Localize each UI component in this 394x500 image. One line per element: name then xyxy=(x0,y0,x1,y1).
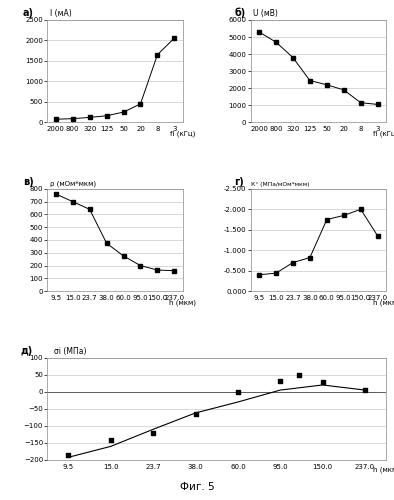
Point xyxy=(65,451,72,459)
Point xyxy=(235,388,241,396)
X-axis label: fi (кГц): fi (кГц) xyxy=(374,130,394,137)
Text: д): д) xyxy=(20,346,32,356)
Point xyxy=(108,436,114,444)
Point xyxy=(150,428,156,436)
Point xyxy=(277,377,283,385)
Point xyxy=(296,370,303,378)
Point xyxy=(320,378,326,386)
X-axis label: fi (кГц): fi (кГц) xyxy=(170,130,195,137)
Point xyxy=(192,410,199,418)
Text: σi (МПа): σi (МПа) xyxy=(54,346,87,356)
X-axis label: h (мкм): h (мкм) xyxy=(373,300,394,306)
Text: Фиг. 5: Фиг. 5 xyxy=(180,482,214,492)
Text: I (мА): I (мА) xyxy=(50,9,72,18)
X-axis label: h (мкм): h (мкм) xyxy=(169,300,196,306)
Text: U (мВ): U (мВ) xyxy=(253,9,278,18)
Text: К° (МПа/мОм*мкм): К° (МПа/мОм*мкм) xyxy=(251,182,309,187)
X-axis label: h (мкм): h (мкм) xyxy=(373,466,394,472)
Text: ρ (мОм*мкм): ρ (мОм*мкм) xyxy=(50,180,96,187)
Text: г): г) xyxy=(234,177,244,187)
Text: а): а) xyxy=(23,8,34,18)
Text: в): в) xyxy=(23,177,33,187)
Point xyxy=(362,386,368,394)
Text: б): б) xyxy=(234,8,245,18)
